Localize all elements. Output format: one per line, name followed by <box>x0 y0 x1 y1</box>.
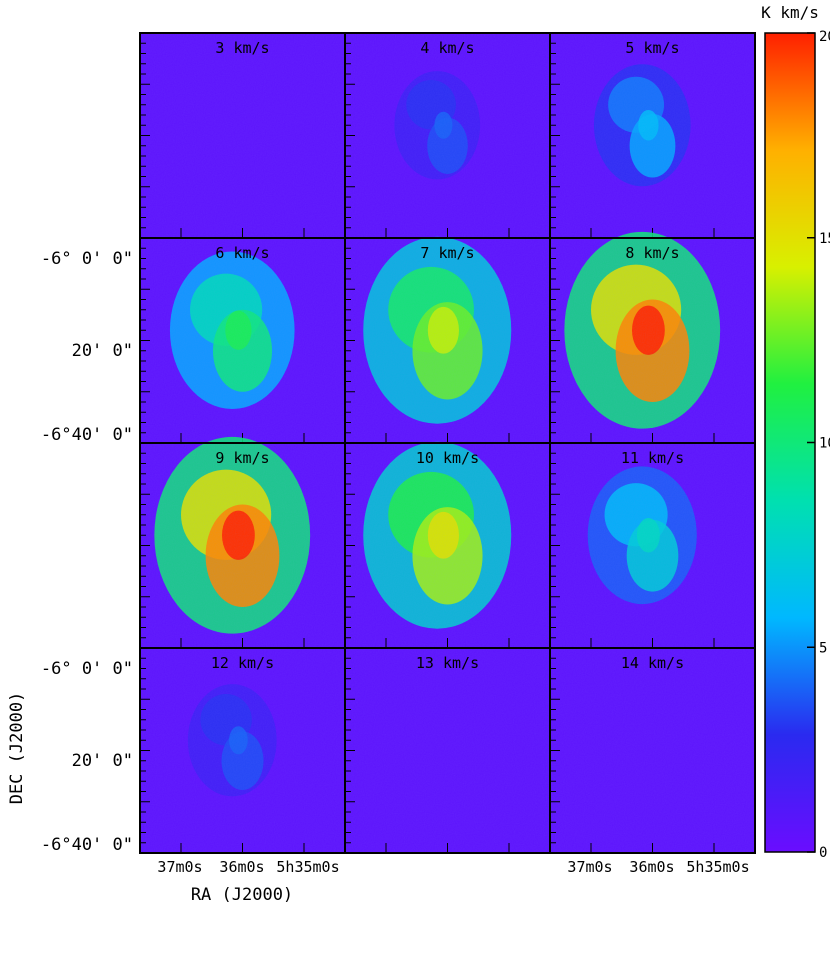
panel-texture <box>345 648 550 853</box>
panel-texture <box>345 443 550 648</box>
panel-texture <box>550 33 755 238</box>
y-tick-labels: -6° 0' 0" 20' 0" -6°40' 0" -6° 0' 0" 20' 0" -… <box>41 249 133 855</box>
panel-velocity-label: 7 km/s <box>420 244 474 262</box>
channel-panel: 7 km/s <box>344 236 551 444</box>
y-tick-label: -6° 0' 0" <box>41 249 133 269</box>
panel-texture <box>345 238 550 443</box>
colorbar-tick-label: 0 <box>819 845 827 861</box>
colorbar-tick-label: 10 <box>819 436 830 452</box>
colorbar-tick-label: 20 <box>819 29 830 45</box>
colorbar-tick-label: 5 <box>819 640 827 656</box>
x-tick-label: 37m0s <box>567 858 612 876</box>
channel-panel: 4 km/s <box>344 32 551 239</box>
panel-velocity-label: 9 km/s <box>215 449 269 467</box>
panel-texture <box>140 33 345 238</box>
panel-velocity-label: 10 km/s <box>416 449 479 467</box>
panel-velocity-label: 4 km/s <box>420 39 474 57</box>
channel-panel: 8 km/s <box>549 231 756 444</box>
y-tick-label: -6° 0' 0" <box>41 659 133 679</box>
channel-panel: 12 km/s <box>139 647 346 854</box>
y-tick-label: -6°40' 0" <box>41 835 133 855</box>
panel-texture <box>345 33 550 238</box>
x-tick-label: 36m0s <box>219 858 264 876</box>
panel-velocity-label: 11 km/s <box>621 449 684 467</box>
colorbar-tick-label: 15 <box>819 231 830 247</box>
channel-panel: 13 km/s <box>344 647 551 854</box>
channel-panel: 3 km/s <box>139 32 346 239</box>
x-tick-label: 5h35m0s <box>276 858 339 876</box>
panel-velocity-label: 5 km/s <box>625 39 679 57</box>
panel-texture <box>550 238 755 443</box>
channel-panel: 6 km/s <box>139 237 346 444</box>
colorbar-ticks: 0 5 10 15 20 <box>807 29 830 861</box>
colorbar: K km/s 0 5 10 15 20 <box>761 3 830 861</box>
panel-grid: 3 km/s 4 km/s 5 km/s 6 km/s 7 km/s 8 km/s 9 km… <box>139 32 756 854</box>
panel-velocity-label: 13 km/s <box>416 654 479 672</box>
x-axis-label: RA (J2000) <box>191 885 293 905</box>
panel-texture <box>550 648 755 853</box>
y-axis-label: DEC (J2000) <box>7 692 27 805</box>
y-tick-label: 20' 0" <box>72 751 133 771</box>
y-tick-label: 20' 0" <box>72 341 133 361</box>
channel-panel: 5 km/s <box>549 32 756 239</box>
panel-texture <box>140 238 345 443</box>
colorbar-unit-label: K km/s <box>761 3 819 22</box>
panel-velocity-label: 6 km/s <box>215 244 269 262</box>
x-tick-label: 37m0s <box>157 858 202 876</box>
channel-panel: 14 km/s <box>549 647 756 854</box>
channel-panel: 10 km/s <box>344 441 551 649</box>
x-tick-label: 5h35m0s <box>686 858 749 876</box>
channel-panel: 11 km/s <box>549 442 756 649</box>
panel-velocity-label: 14 km/s <box>621 654 684 672</box>
channel-panel: 9 km/s <box>139 436 346 649</box>
panel-velocity-label: 8 km/s <box>625 244 679 262</box>
panel-velocity-label: 3 km/s <box>215 39 269 57</box>
panel-texture <box>140 648 345 853</box>
y-tick-label: -6°40' 0" <box>41 425 133 445</box>
x-tick-label: 36m0s <box>629 858 674 876</box>
x-tick-labels: 37m0s 36m0s 5h35m0s 37m0s 36m0s 5h35m0s <box>157 858 749 876</box>
panel-velocity-label: 12 km/s <box>211 654 274 672</box>
panel-texture <box>140 443 345 648</box>
panel-texture <box>550 443 755 648</box>
